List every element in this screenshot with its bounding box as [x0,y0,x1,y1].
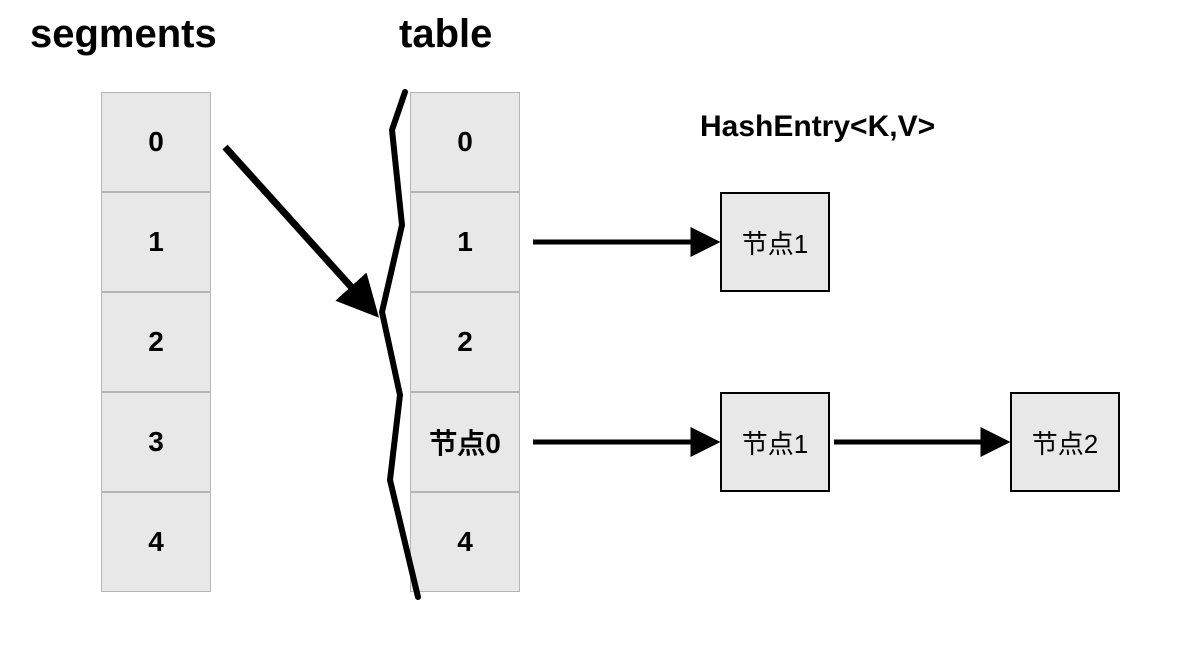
segments-cell: 4 [101,492,211,592]
table-column: 0 1 2 节点0 4 [410,92,520,592]
hash-entry-node: 节点2 [1010,392,1120,492]
segments-cell: 0 [101,92,211,192]
table-cell: 2 [410,292,520,392]
segments-cell: 3 [101,392,211,492]
hash-entry-node: 节点1 [720,392,830,492]
segments-heading: segments [30,12,217,57]
table-cell: 0 [410,92,520,192]
segments-cell: 2 [101,292,211,392]
hash-entry-heading: HashEntry<K,V> [700,110,935,144]
segments-cell: 1 [101,192,211,292]
table-cell: 4 [410,492,520,592]
table-cell: 节点0 [410,392,520,492]
table-cell: 1 [410,192,520,292]
segments-column: 0 1 2 3 4 [101,92,211,592]
segment-to-table-arrow [225,147,372,310]
hash-entry-node: 节点1 [720,192,830,292]
table-heading: table [399,12,492,57]
